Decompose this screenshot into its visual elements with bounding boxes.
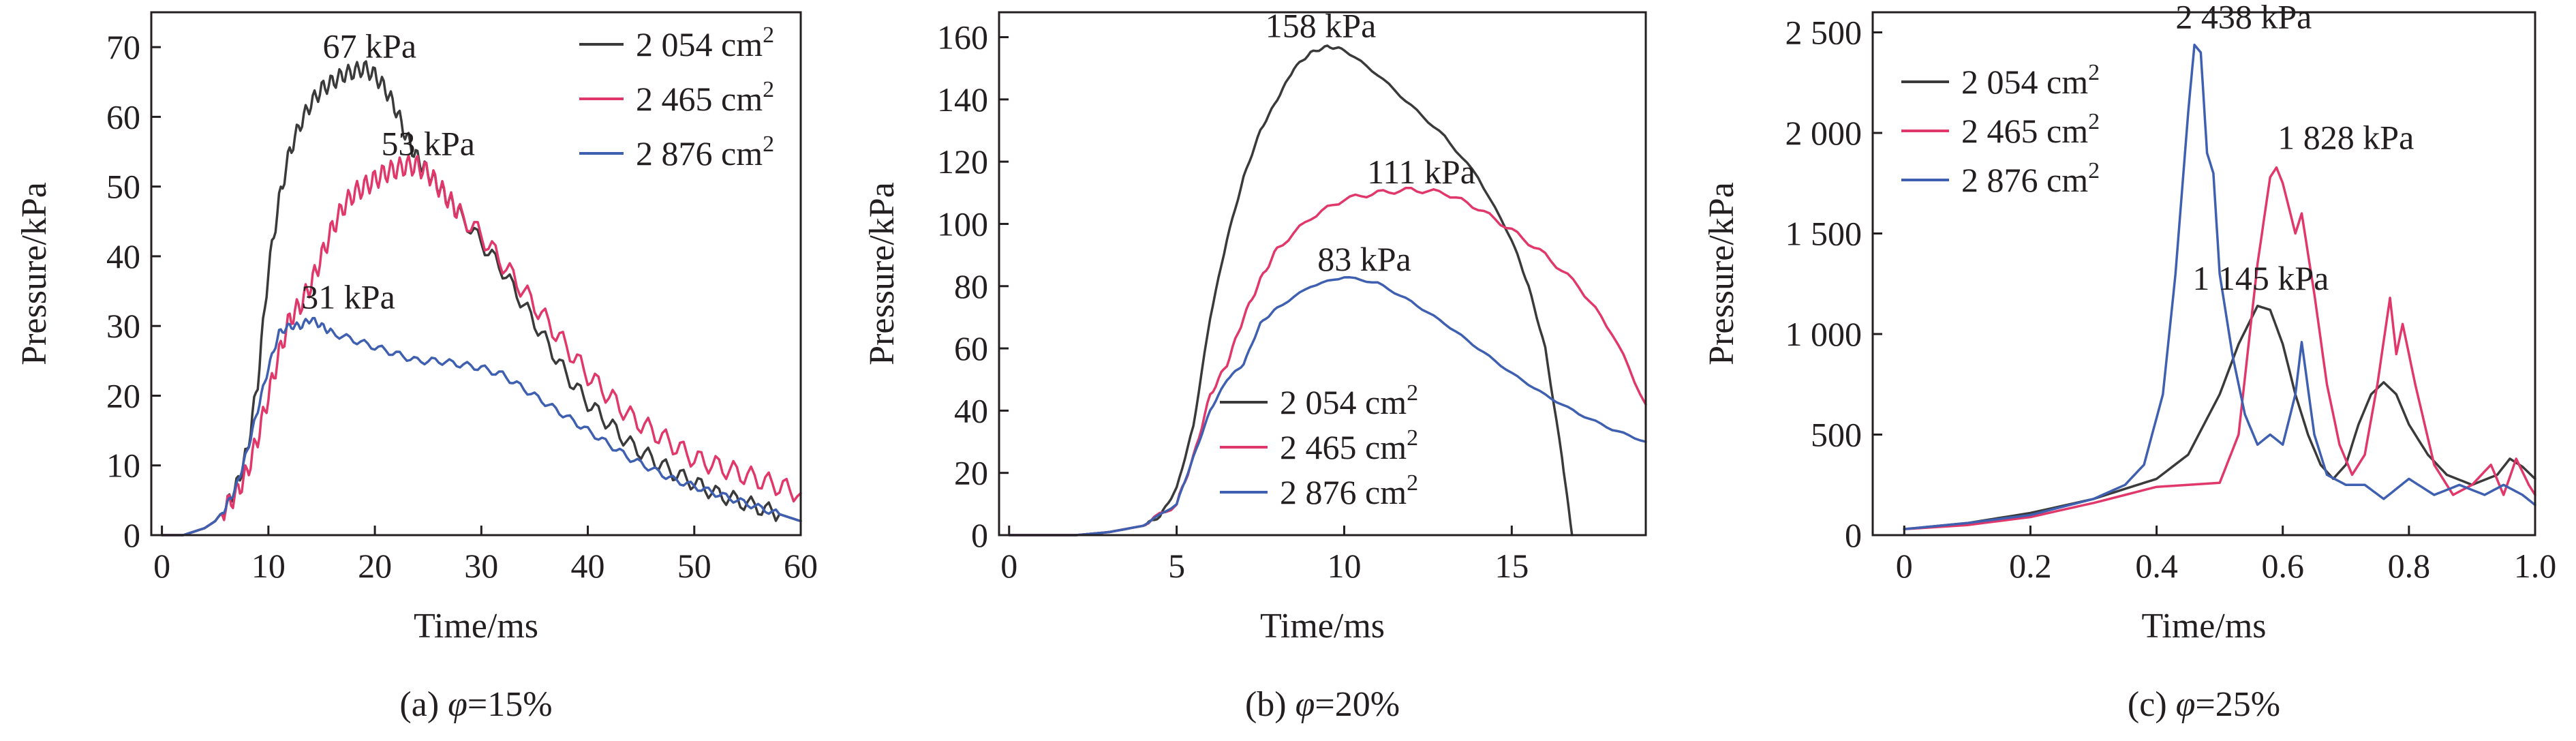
series-line-3 <box>1903 44 2536 530</box>
y-tick-label: 10 <box>106 447 140 485</box>
x-tick-label: 1.0 <box>2514 547 2557 585</box>
x-axis-title: Time/ms <box>1260 607 1385 646</box>
y-tick-label: 160 <box>937 18 988 57</box>
x-tick-label: 50 <box>677 547 711 585</box>
legend-label: 2 054 cm2 <box>1961 60 2100 101</box>
peak-annotation: 111 kPa <box>1367 153 1475 191</box>
legend-label: 2 876 cm2 <box>1280 470 1418 511</box>
y-tick-label: 80 <box>954 267 988 305</box>
y-tick-label: 60 <box>106 97 140 136</box>
y-tick-label: 50 <box>106 168 140 206</box>
y-tick-label: 0 <box>971 516 988 554</box>
series-line-3 <box>160 316 802 536</box>
x-tick-label: 60 <box>784 547 818 585</box>
y-axis-title: Pressure/kPa <box>15 182 54 365</box>
legend-label: 2 465 cm2 <box>1280 425 1418 466</box>
y-axis-title: Pressure/kPa <box>863 182 902 365</box>
x-tick-label: 0 <box>153 547 170 585</box>
peak-annotation: 1 145 kPa <box>2192 259 2329 297</box>
x-tick-label: 15 <box>1494 547 1529 585</box>
chart-panel-c: 0 0.2 0.4 0.6 0.8 1.0 0 500 1 000 1 500 2 000 2 500… <box>1702 0 2556 724</box>
x-tick-label: 10 <box>251 547 286 585</box>
y-axis-title: Pressure/kPa <box>1702 182 1741 365</box>
panel-caption: (b) φ=20% <box>1245 685 1400 724</box>
x-tick-label: 0 <box>1000 547 1017 585</box>
chart-panel-a: 0 10 20 30 40 50 60 0 10 20 30 40 50 60 70 Time/ms Press… <box>15 11 818 724</box>
peak-annotation: 1 828 kPa <box>2278 119 2414 157</box>
x-tick-label: 5 <box>1168 547 1185 585</box>
y-tick-label: 0 <box>1845 516 1862 554</box>
y-tick-label: 1 000 <box>1785 315 1862 353</box>
y-tick-label: 30 <box>106 307 140 345</box>
chart-panel-b: 0 5 10 15 0 20 40 60 80 100 120 140 160 Time/ms Pressu… <box>863 7 1647 724</box>
y-tick-label: 2 500 <box>1785 14 1862 52</box>
series-line-2 <box>160 154 802 536</box>
plot-frame <box>998 11 1647 536</box>
series-line-3 <box>1008 276 1647 536</box>
y-tick-label: 70 <box>106 28 140 66</box>
y-tick-label: 2 000 <box>1785 114 1862 152</box>
legend-label: 2 876 cm2 <box>636 132 774 172</box>
x-tick-label: 0.8 <box>2388 547 2431 585</box>
y-tick-label: 40 <box>954 391 988 429</box>
peak-annotation: 53 kPa <box>381 125 475 163</box>
x-tick-label: 0 <box>1896 547 1913 585</box>
y-tick-label: 60 <box>954 329 988 367</box>
x-tick-label: 30 <box>464 547 498 585</box>
y-tick-label: 0 <box>123 516 140 554</box>
y-tick-label: 140 <box>937 80 988 119</box>
x-tick-label: 10 <box>1327 547 1361 585</box>
legend-label: 2 465 cm2 <box>1961 109 2100 150</box>
legend-label: 2 054 cm2 <box>636 22 774 63</box>
peak-annotation: 158 kPa <box>1266 7 1377 45</box>
panel-caption: (a) φ=15% <box>399 685 552 724</box>
y-tick-label: 20 <box>106 376 140 414</box>
peak-annotation: 2 438 kPa <box>2175 0 2312 36</box>
y-tick-label: 120 <box>937 142 988 181</box>
peak-annotation: 67 kPa <box>323 27 417 65</box>
y-tick-label: 500 <box>1811 416 1862 454</box>
x-tick-label: 40 <box>571 547 605 585</box>
series-line-2 <box>1903 166 2536 530</box>
plot-frame <box>1871 11 2536 536</box>
x-axis-title: Time/ms <box>414 607 538 646</box>
legend-label: 2 465 cm2 <box>636 77 774 118</box>
x-tick-label: 0.6 <box>2261 547 2304 585</box>
x-tick-label: 0.4 <box>2135 547 2178 585</box>
y-tick-label: 100 <box>937 205 988 243</box>
peak-annotation: 83 kPa <box>1317 240 1411 278</box>
x-axis-title: Time/ms <box>2141 607 2266 646</box>
series-line-1 <box>1903 304 2536 530</box>
legend-label: 2 876 cm2 <box>1961 158 2100 199</box>
x-tick-label: 0.2 <box>2009 547 2052 585</box>
legend-label: 2 054 cm2 <box>1280 380 1418 421</box>
peak-annotation: 31 kPa <box>301 278 395 316</box>
series-line-1 <box>160 60 802 536</box>
panel-caption: (c) φ=25% <box>2128 685 2280 724</box>
plot-frame <box>150 11 802 536</box>
x-tick-label: 20 <box>358 547 392 585</box>
y-tick-label: 1 500 <box>1785 215 1862 253</box>
y-tick-label: 20 <box>954 454 988 492</box>
series-line-1 <box>1008 44 1574 536</box>
y-tick-label: 40 <box>106 237 140 275</box>
